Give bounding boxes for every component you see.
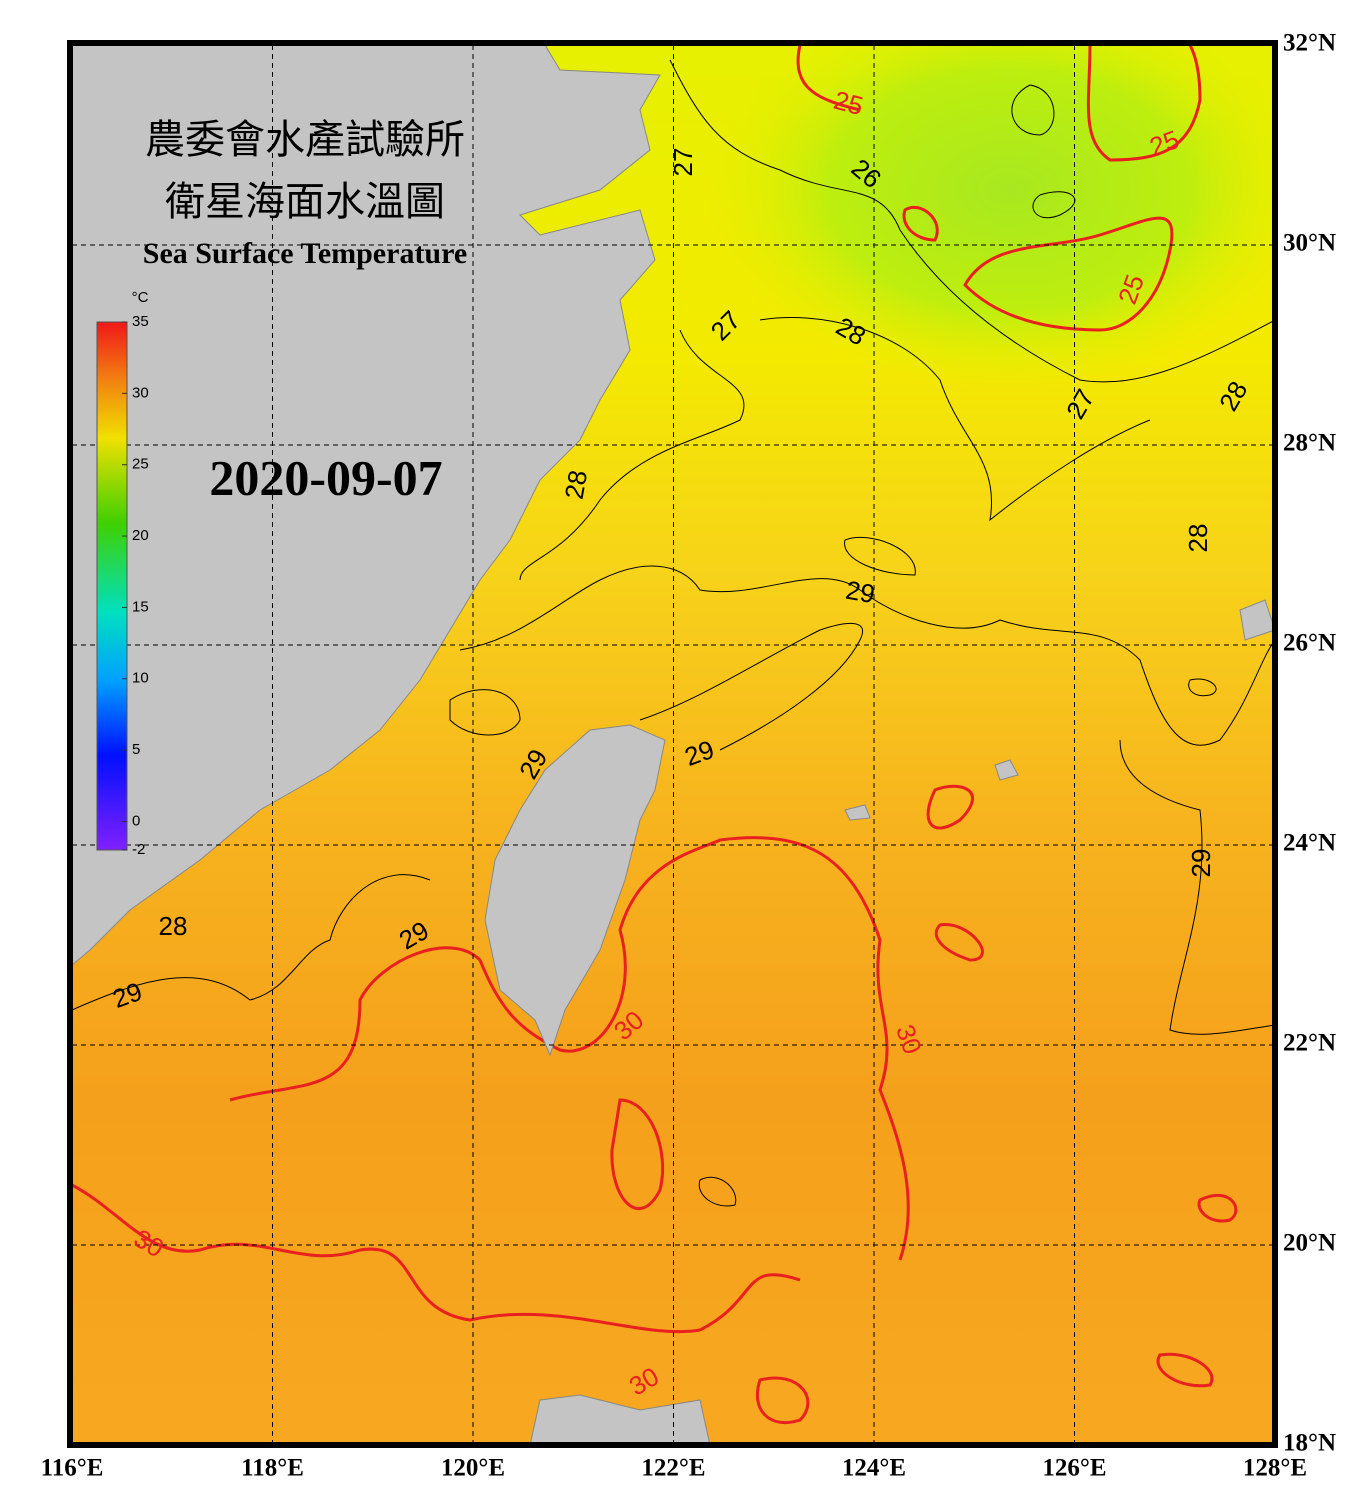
contour-black <box>72 59 1275 1207</box>
contour-label: 29 <box>1186 849 1216 878</box>
graticule <box>72 45 1275 1445</box>
lon-label: 122°E <box>641 1455 705 1482</box>
lon-label: 124°E <box>842 1455 906 1482</box>
colorbar-tick-label: 25 <box>132 456 149 473</box>
lat-label: 26°N <box>1283 630 1336 657</box>
lat-label: 32°N <box>1283 30 1336 57</box>
contour-label: 27 <box>668 148 698 177</box>
title-zh: 農委會水產試驗所 <box>145 117 465 163</box>
lon-label: 128°E <box>1243 1455 1307 1482</box>
lon-label: 126°E <box>1042 1455 1106 1482</box>
contour-label: 29 <box>844 575 878 610</box>
colorbar-tick-label: 10 <box>132 670 149 687</box>
colorbar-ticks: 35 30 25 20 15 10 5 0 -2 <box>122 313 149 858</box>
colorbar-tick-label: 35 <box>132 313 149 330</box>
lon-label: 120°E <box>441 1455 505 1482</box>
title-en: Sea Surface Temperature <box>143 237 467 270</box>
colorbar-tick-label: 20 <box>132 527 149 544</box>
colorbar-unit: °C <box>132 289 149 306</box>
lat-label: 18°N <box>1283 1430 1336 1457</box>
contour-label: 28 <box>559 468 594 502</box>
contour-30 <box>72 784 1238 1425</box>
lat-label: 24°N <box>1283 830 1336 857</box>
cool-water <box>710 45 1275 390</box>
axis-labels: 116°E 118°E 120°E 122°E 124°E 126°E 128°E 32°N 3… <box>41 30 1336 1482</box>
contour-label: 28 <box>159 911 188 941</box>
lon-label: 118°E <box>241 1455 304 1482</box>
colorbar-tick-label: 0 <box>132 812 140 829</box>
contour-label: 28 <box>1183 524 1213 553</box>
lat-label: 20°N <box>1283 1230 1336 1257</box>
land <box>72 45 1275 1445</box>
lat-label: 30°N <box>1283 230 1336 257</box>
colorbar-tick-label: 30 <box>132 384 149 401</box>
date: 2020-09-07 <box>209 449 442 505</box>
colorbar-tick-label: -2 <box>132 841 145 858</box>
lat-label: 28°N <box>1283 430 1336 457</box>
lon-label: 116°E <box>41 1455 104 1482</box>
map-frame <box>67 40 1278 1448</box>
title-zh: 衛星海面水溫圖 <box>165 179 445 225</box>
colorbar-tick-label: 5 <box>132 741 140 758</box>
lat-label: 22°N <box>1283 1030 1336 1057</box>
colorbar-tick-label: 15 <box>132 598 149 615</box>
colorbar <box>96 321 128 851</box>
